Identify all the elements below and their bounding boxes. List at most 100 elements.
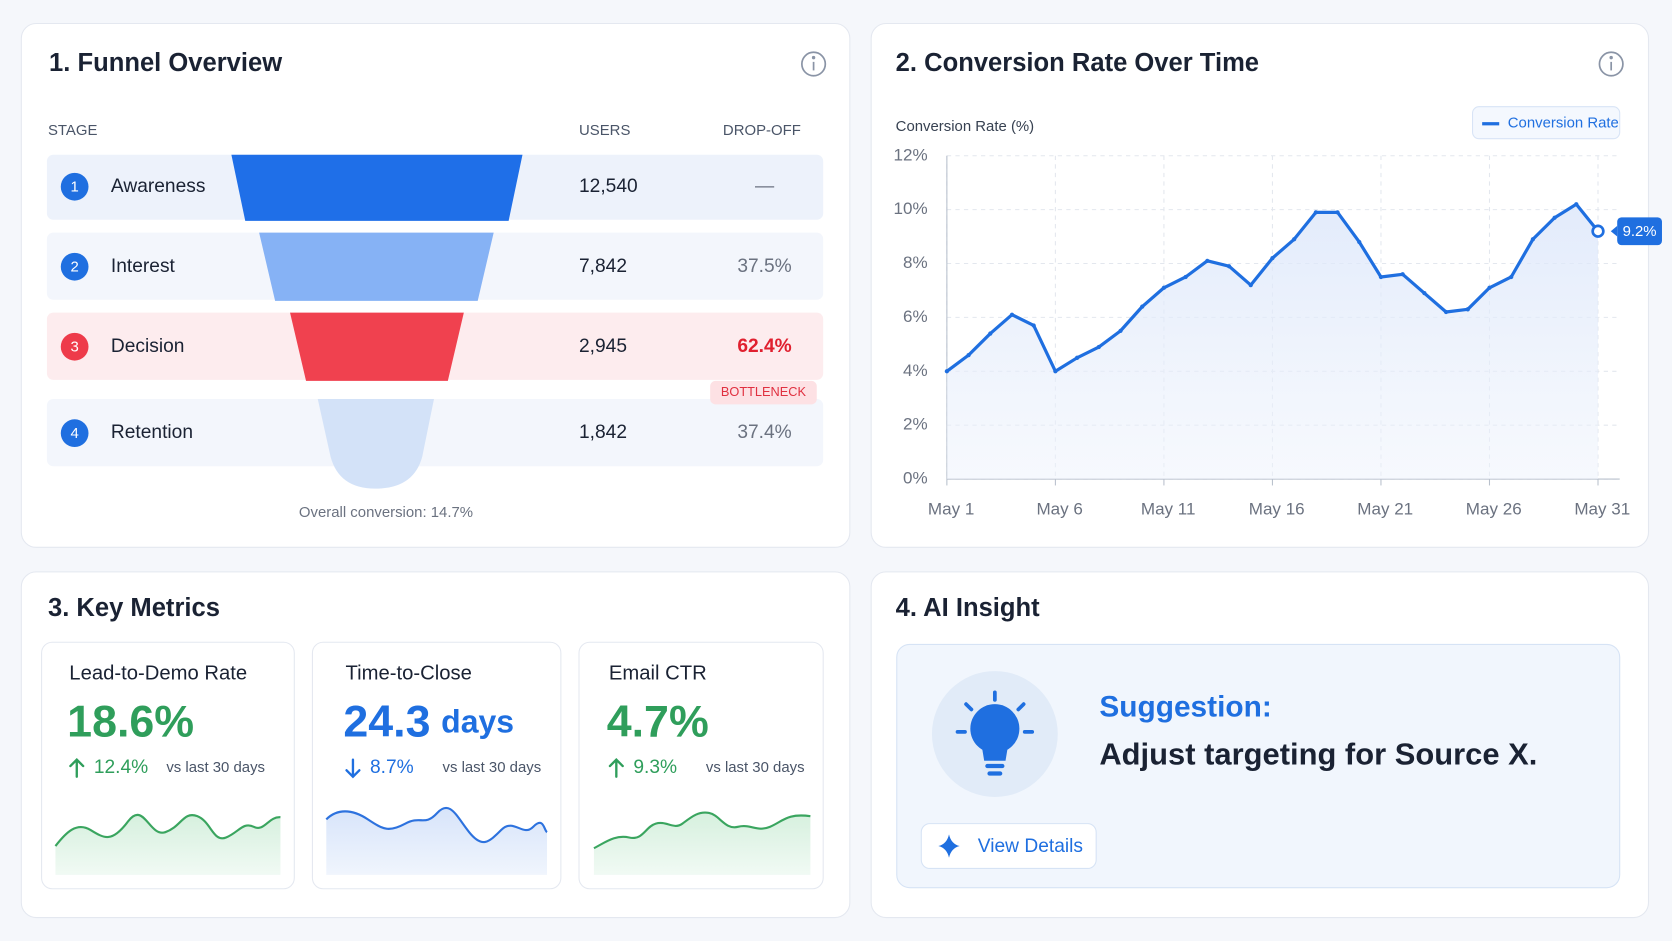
stage-name: Decision [111, 336, 185, 357]
end-point [1591, 224, 1605, 238]
stage-users: 2,945 [579, 336, 627, 357]
sparkline [593, 811, 811, 850]
info-icon[interactable] [801, 51, 827, 77]
value-label-bg [1617, 217, 1662, 246]
point [1313, 210, 1318, 215]
column-header: USERS [579, 122, 630, 139]
metric-label: Lead-to-Demo Rate [69, 663, 247, 685]
badge [710, 380, 817, 405]
funnel-segment [290, 312, 464, 381]
point [1074, 355, 1080, 360]
metric-value: 24.3 days [343, 696, 514, 746]
x-tick-label: May 1 [928, 499, 974, 518]
sparkline [325, 806, 548, 843]
y-tick-label: 2% [903, 415, 928, 434]
column-header: STAGE [48, 122, 98, 139]
stage-name: Awareness [111, 176, 206, 197]
metric-change: 8.7% [370, 757, 414, 778]
button-label[interactable]: View Details [978, 836, 1083, 857]
point [1509, 274, 1514, 280]
metric-number: 4.7% [607, 696, 709, 746]
metric-value: 18.6% [67, 696, 194, 746]
insight-heading: Suggestion: [1099, 690, 1271, 723]
point [1443, 309, 1449, 315]
info-icon[interactable] [1598, 51, 1624, 77]
point [1118, 328, 1123, 334]
stage-badge [60, 332, 89, 361]
point [1530, 237, 1536, 242]
stage-name: Interest [111, 256, 176, 277]
point [1205, 258, 1210, 263]
sparkline [54, 813, 281, 847]
footer-note: Overall conversion: 14.7% [299, 504, 473, 521]
metric-comparison: vs last 30 days [166, 759, 265, 776]
trend-arrow [69, 757, 85, 778]
line-chart: 0% 2% 4% 6% 8% 10% 12% May 1 May 6 May 11 May 16 Ma… [894, 115, 1662, 518]
legend-label: Conversion Rate [1508, 115, 1619, 132]
point [1248, 282, 1253, 288]
point [1422, 291, 1427, 296]
metric-comparison: vs last 30 days [443, 759, 542, 776]
point [1357, 239, 1362, 245]
stage-users: 1,842 [579, 422, 627, 443]
column-header: DROP-OFF [723, 122, 801, 139]
stage-badge [60, 419, 89, 448]
point [1574, 202, 1579, 207]
stage-badge [60, 252, 89, 281]
x-tick-label: May 11 [1141, 499, 1196, 518]
value-label: 9.2% [1623, 223, 1657, 240]
point [1378, 274, 1384, 280]
point [1009, 312, 1015, 317]
metric-change: 12.4% [94, 757, 148, 778]
legend [1472, 106, 1621, 140]
point [1140, 304, 1145, 309]
bulb-icon [955, 690, 1035, 776]
point [1031, 323, 1036, 328]
point [1465, 307, 1470, 312]
metric-value: 4.7% [607, 696, 709, 746]
metric-unit: days [441, 704, 514, 740]
metric-texts: Lead-to-Demo Rate 18.6% 12.4% vs last 30 da… [67, 663, 805, 779]
area [946, 204, 1599, 480]
stage-number: 4 [70, 425, 78, 442]
point [988, 331, 993, 336]
metric-change: 9.3% [633, 757, 677, 778]
x-tick-label: May 6 [1036, 499, 1082, 518]
panel-title: 3. Key Metrics [48, 594, 220, 622]
point [1096, 344, 1101, 350]
view-details-button[interactable]: View Details [920, 823, 1097, 869]
sparkline-area [55, 814, 281, 875]
point [944, 369, 950, 374]
metric-label: Time-to-Close [345, 663, 471, 685]
point [1335, 210, 1340, 215]
trend-arrow [345, 758, 361, 779]
stage-dropoff: 37.5% [737, 256, 791, 277]
metric-label: Email CTR [609, 663, 707, 685]
funnel-segment [231, 154, 523, 221]
point [1487, 285, 1492, 290]
x-tick-label: May 31 [1574, 499, 1630, 518]
sparkline-area [593, 812, 811, 875]
insight-text: Adjust targeting for Source X. [1099, 737, 1537, 772]
stage-dropoff: 37.4% [737, 422, 791, 443]
stage-name: Retention [111, 422, 193, 443]
stage-number: 2 [70, 259, 78, 276]
funnel-rows: 1 Awareness 12,540 — 2 Interest 7,842 37.5% 3 Dec… [60, 172, 792, 448]
point [1292, 237, 1297, 242]
stage-users: 12,540 [579, 176, 638, 197]
point [1226, 264, 1232, 269]
metric-card [41, 641, 295, 890]
sparkle-icon [938, 834, 960, 858]
stage-users: 7,842 [579, 256, 627, 277]
point [1183, 274, 1188, 280]
sparkline-area [326, 807, 548, 875]
point [1053, 369, 1058, 374]
funnel-segment [259, 232, 494, 301]
stage-dropoff: 62.4% [737, 336, 791, 357]
stage-number: 3 [70, 339, 78, 356]
stage-badge [60, 172, 89, 201]
value-label-pointer [1610, 225, 1618, 237]
y-tick-label: 0% [903, 469, 928, 488]
